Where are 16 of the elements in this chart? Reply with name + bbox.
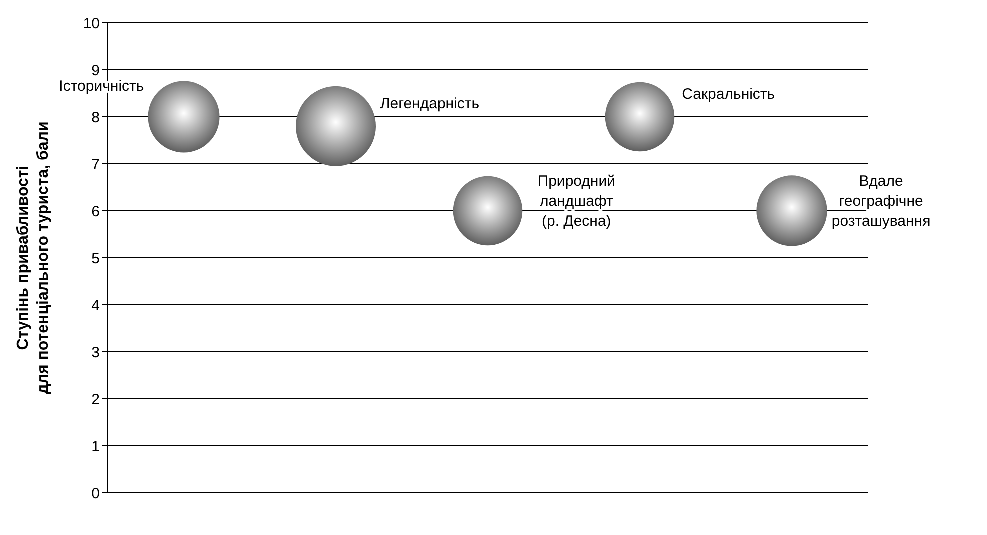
y-tick-label: 6: [92, 203, 100, 220]
annotation: Вдале географічне розташування: [832, 173, 931, 230]
y-tick-label: 9: [92, 62, 100, 80]
y-tick-label: 7: [92, 156, 100, 174]
y-tick-label: 2: [92, 391, 100, 408]
y-tick-label: 0: [92, 485, 100, 502]
annotation: Сакральність: [682, 86, 776, 103]
y-tick-label: 1: [92, 438, 100, 456]
y-axis-title: Ступінь привабливості для потенціального туриста, бали: [15, 122, 52, 394]
y-tick-label: 10: [83, 15, 100, 32]
y-tick-label: 5: [92, 250, 100, 268]
y-tick-label: 4: [92, 297, 100, 314]
y-tick-label: 8: [92, 109, 100, 126]
y-tick-label: 3: [92, 344, 100, 362]
annotation: Природний ландшафт (р. Десна): [538, 173, 616, 230]
annotation: Легендарність: [380, 95, 480, 112]
